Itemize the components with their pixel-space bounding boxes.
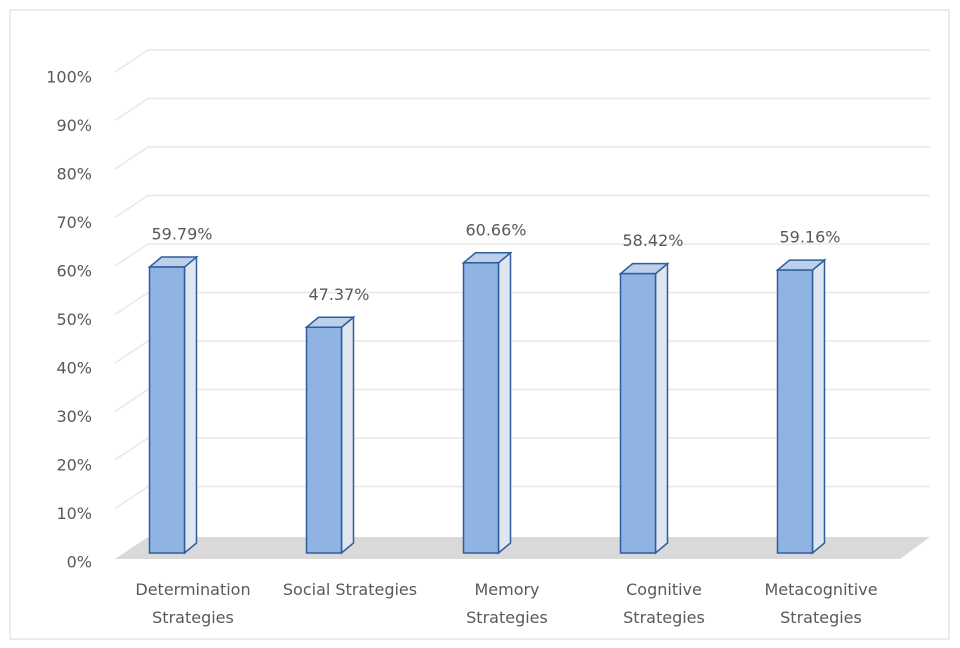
y-tick-label: 50%	[56, 310, 92, 329]
y-tick-label: 90%	[56, 116, 92, 135]
grid-line	[114, 291, 930, 316]
grid-line	[114, 340, 930, 364]
x-tick-label: Social Strategies	[282, 580, 418, 599]
data-label: 59.16%	[779, 228, 840, 247]
grid-line	[114, 194, 930, 219]
grid-line	[114, 243, 930, 267]
y-tick-label: 60%	[56, 262, 92, 281]
bar	[462, 262, 500, 554]
x-tick-label: Cognitive Strategies	[623, 580, 705, 627]
x-tick-label: Metacognitive Strategies	[764, 580, 878, 627]
bar-side	[183, 255, 198, 555]
bar-side	[811, 258, 826, 555]
grid-line	[114, 485, 930, 510]
bar-side	[497, 251, 512, 555]
x-tick-label: Memory Strategies	[466, 580, 548, 627]
y-tick-label: 10%	[56, 504, 92, 523]
grid-line	[114, 146, 930, 170]
bar	[148, 266, 186, 554]
grid-line	[114, 437, 930, 461]
data-label: 60.66%	[465, 220, 526, 239]
data-label: 47.37%	[308, 285, 369, 304]
data-label: 59.79%	[151, 225, 212, 244]
y-tick-label: 70%	[56, 213, 92, 232]
y-tick-label: 30%	[56, 407, 92, 426]
grid-line	[114, 49, 930, 73]
bar	[305, 326, 343, 554]
y-tick-label: 100%	[46, 68, 92, 87]
y-tick-label: 20%	[56, 456, 92, 475]
bar	[619, 272, 657, 554]
grid-line	[114, 388, 930, 413]
y-tick-label: 80%	[56, 165, 92, 184]
x-tick-label: Determination Strategies	[135, 580, 251, 627]
y-tick-label: 40%	[56, 359, 92, 378]
bar-side	[340, 315, 355, 555]
bar	[776, 269, 814, 554]
grid-line	[114, 97, 930, 122]
data-label: 58.42%	[622, 231, 683, 250]
y-tick-label: 0%	[67, 553, 92, 572]
bar-side	[654, 262, 669, 555]
